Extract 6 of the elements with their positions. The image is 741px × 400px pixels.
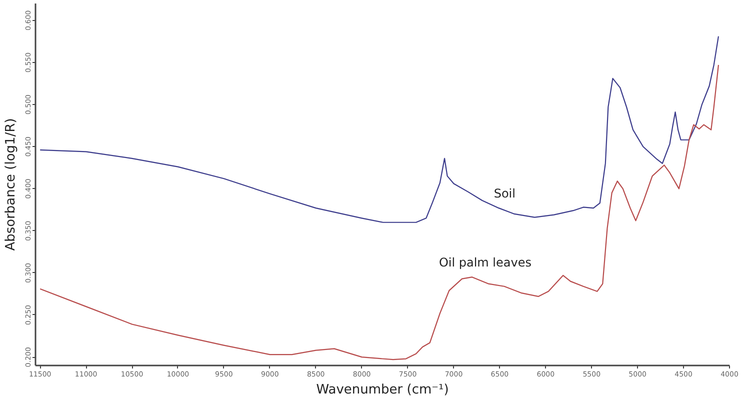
y-axis-title: Absorbance (log1/R) <box>4 118 18 251</box>
x-axis-title: Wavenumber (cm⁻¹) <box>316 382 449 398</box>
line-series <box>40 36 720 223</box>
series-label: Soil <box>494 186 516 201</box>
line-series <box>40 64 720 360</box>
series-label: Oil palm leaves <box>438 255 532 270</box>
